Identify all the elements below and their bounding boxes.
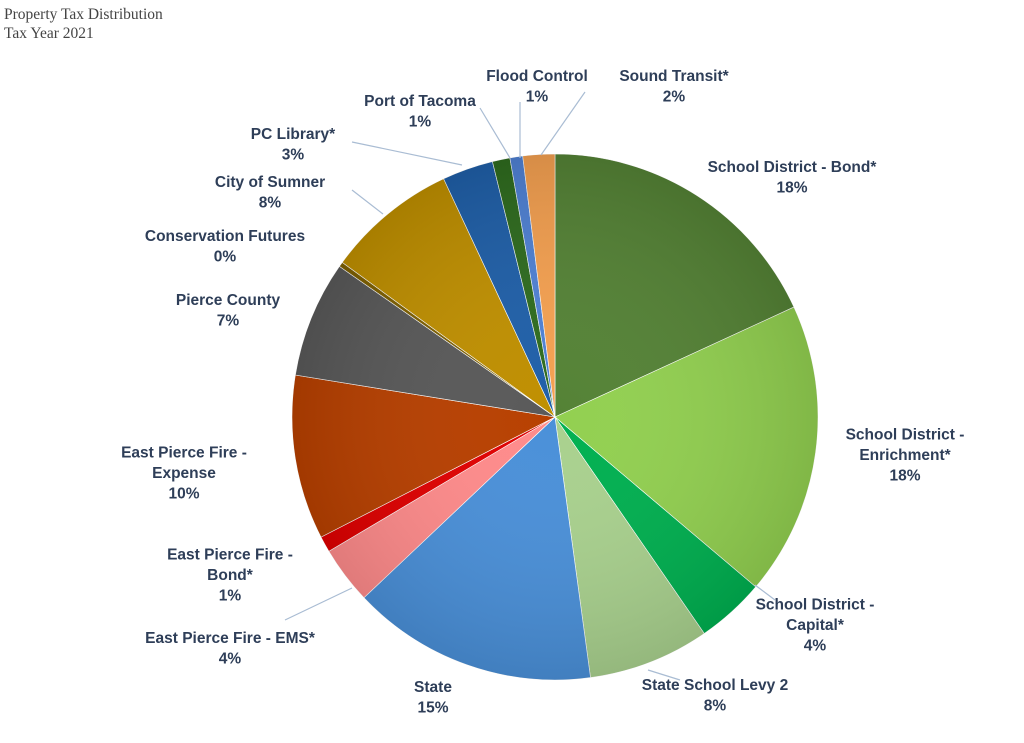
name-label: Port of Tacoma <box>364 93 476 110</box>
name-label: School District - <box>846 427 965 444</box>
data-label-flood-control: Flood Control 1% <box>486 68 588 106</box>
chart-subtitle: Tax Year 2021 <box>4 25 94 42</box>
pct-label: 7% <box>217 312 240 329</box>
name-label: Flood Control <box>486 68 588 85</box>
name-label: Enrichment* <box>859 447 951 464</box>
name-label: PC Library* <box>251 126 336 143</box>
name-label: East Pierce Fire - <box>121 445 247 462</box>
pct-label: 1% <box>526 88 549 105</box>
name-label: East Pierce Fire - EMS* <box>145 630 316 647</box>
leader-line-sound-transit <box>540 91 586 156</box>
name-label: City of Sumner <box>215 174 325 191</box>
name-label: Sound Transit* <box>619 68 729 85</box>
name-label: School District - Bond* <box>708 159 878 176</box>
pct-label: 0% <box>214 248 237 265</box>
data-label-school-district-enrichment: School District - Enrichment* 18% <box>846 427 965 485</box>
leader-lines <box>284 91 776 681</box>
leader-line-pc-library <box>351 141 463 166</box>
data-label-school-district-bond: School District - Bond* 18% <box>708 159 878 197</box>
pct-label: 3% <box>282 146 305 163</box>
leader-line-port-of-tacoma <box>479 107 511 159</box>
leader-line-city-of-sumner <box>351 189 384 215</box>
pct-label: 15% <box>417 699 448 716</box>
name-label: Conservation Futures <box>145 228 305 245</box>
data-label-school-district-capital: School District - Capital* 4% <box>756 597 875 655</box>
name-label: Expense <box>152 465 216 482</box>
chart-title: Property Tax Distribution <box>4 6 163 23</box>
pct-label: 4% <box>804 638 827 655</box>
pct-label: 2% <box>663 88 686 105</box>
leader-line-east-pierce-fire-ems <box>284 587 353 621</box>
pct-label: 8% <box>704 697 727 714</box>
data-label-pierce-county: Pierce County 7% <box>176 292 281 330</box>
data-label-pc-library: PC Library* 3% <box>251 126 336 164</box>
name-label: State <box>414 679 452 696</box>
name-label: School District - <box>756 597 875 614</box>
data-label-sound-transit: Sound Transit* 2% <box>619 68 729 106</box>
pct-label: 8% <box>259 194 282 211</box>
pie-slices <box>291 153 819 681</box>
name-label: Bond* <box>207 567 254 584</box>
data-label-port-of-tacoma: Port of Tacoma 1% <box>364 93 476 131</box>
pct-label: 1% <box>219 588 242 605</box>
name-label: East Pierce Fire - <box>167 547 293 564</box>
leader-line-school-district-capital <box>754 584 776 601</box>
leader-line-state-school-levy-2 <box>647 669 681 681</box>
slice-labels: School District - Bond* 18%School Distric… <box>121 68 965 717</box>
data-label-east-pierce-fire-bond: East Pierce Fire - Bond* 1% <box>167 547 293 605</box>
chart-title-block: Property Tax Distribution Tax Year 2021 <box>4 5 163 43</box>
data-label-conservation-futures: Conservation Futures 0% <box>145 228 305 265</box>
data-label-city-of-sumner: City of Sumner 8% <box>215 174 325 212</box>
data-label-east-pierce-fire-expense: East Pierce Fire - Expense 10% <box>121 445 247 503</box>
name-label: Pierce County <box>176 292 281 309</box>
name-label: Capital* <box>786 617 845 634</box>
pct-label: 1% <box>409 113 432 130</box>
data-label-state-school-levy-2: State School Levy 2 8% <box>642 677 788 715</box>
name-label: State School Levy 2 <box>642 677 788 694</box>
pct-label: 18% <box>776 179 807 196</box>
pct-label: 18% <box>889 468 920 485</box>
data-label-state: State 15% <box>414 679 452 717</box>
pct-label: 10% <box>168 486 199 503</box>
data-label-east-pierce-fire-ems: East Pierce Fire - EMS* 4% <box>145 630 316 668</box>
pct-label: 4% <box>219 650 242 667</box>
